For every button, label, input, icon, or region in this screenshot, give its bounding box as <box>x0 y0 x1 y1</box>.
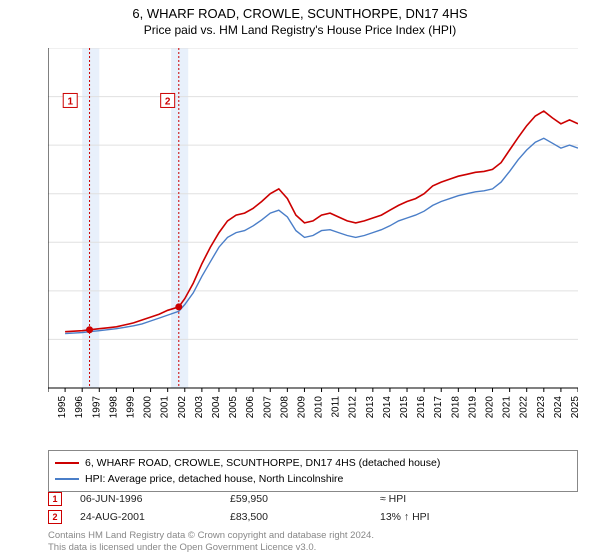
svg-text:2018: 2018 <box>450 396 461 418</box>
sale-delta: ≈ HPI <box>380 493 530 505</box>
svg-text:2007: 2007 <box>262 396 273 418</box>
title-address: 6, WHARF ROAD, CROWLE, SCUNTHORPE, DN17 … <box>0 6 600 21</box>
svg-text:2025: 2025 <box>570 396 578 418</box>
chart-container: 6, WHARF ROAD, CROWLE, SCUNTHORPE, DN17 … <box>0 0 600 560</box>
svg-text:2016: 2016 <box>416 396 427 418</box>
svg-text:2017: 2017 <box>433 396 444 418</box>
svg-text:2001: 2001 <box>160 396 171 418</box>
sales-table: 1 06-JUN-1996 £59,950 ≈ HPI 2 24-AUG-200… <box>48 490 578 526</box>
chart-svg: £0£50K£100K£150K£200K£250K£300K£350K1994… <box>48 48 578 418</box>
legend-box: 6, WHARF ROAD, CROWLE, SCUNTHORPE, DN17 … <box>48 450 578 492</box>
svg-text:2008: 2008 <box>279 396 290 418</box>
svg-text:2022: 2022 <box>519 396 530 418</box>
svg-text:2024: 2024 <box>553 396 564 418</box>
svg-text:1: 1 <box>67 96 73 107</box>
sale-delta: 13% ↑ HPI <box>380 511 530 523</box>
svg-text:2019: 2019 <box>467 396 478 418</box>
sale-date: 24-AUG-2001 <box>80 511 230 523</box>
svg-text:1999: 1999 <box>125 396 136 418</box>
sale-marker-icon: 2 <box>48 510 62 524</box>
svg-text:1997: 1997 <box>91 396 102 418</box>
svg-text:2005: 2005 <box>228 396 239 418</box>
sale-price: £83,500 <box>230 511 380 523</box>
svg-text:1996: 1996 <box>74 396 85 418</box>
svg-text:1995: 1995 <box>57 396 68 418</box>
svg-text:2004: 2004 <box>211 396 222 418</box>
sale-marker-icon: 1 <box>48 492 62 506</box>
svg-text:2009: 2009 <box>296 396 307 418</box>
svg-text:1994: 1994 <box>48 396 51 418</box>
svg-text:2002: 2002 <box>177 396 188 418</box>
title-subtitle: Price paid vs. HM Land Registry's House … <box>0 23 600 37</box>
sale-price: £59,950 <box>230 493 380 505</box>
svg-text:2015: 2015 <box>399 396 410 418</box>
svg-text:2003: 2003 <box>194 396 205 418</box>
sales-row: 1 06-JUN-1996 £59,950 ≈ HPI <box>48 490 578 508</box>
svg-text:2014: 2014 <box>382 396 393 418</box>
footer-line1: Contains HM Land Registry data © Crown c… <box>48 530 578 542</box>
legend-row: HPI: Average price, detached house, Nort… <box>55 471 571 487</box>
svg-text:2000: 2000 <box>143 396 154 418</box>
footer-line2: This data is licensed under the Open Gov… <box>48 542 578 554</box>
svg-text:1998: 1998 <box>108 396 119 418</box>
legend-label-hpi: HPI: Average price, detached house, Nort… <box>85 473 343 485</box>
svg-text:2021: 2021 <box>502 396 513 418</box>
legend-label-subject: 6, WHARF ROAD, CROWLE, SCUNTHORPE, DN17 … <box>85 457 440 469</box>
legend-row: 6, WHARF ROAD, CROWLE, SCUNTHORPE, DN17 … <box>55 455 571 471</box>
footer: Contains HM Land Registry data © Crown c… <box>48 530 578 554</box>
sales-row: 2 24-AUG-2001 £83,500 13% ↑ HPI <box>48 508 578 526</box>
svg-text:2013: 2013 <box>365 396 376 418</box>
svg-text:2011: 2011 <box>331 396 342 418</box>
svg-text:2023: 2023 <box>536 396 547 418</box>
svg-text:2006: 2006 <box>245 396 256 418</box>
sale-date: 06-JUN-1996 <box>80 493 230 505</box>
legend-swatch-subject <box>55 462 79 464</box>
legend-swatch-hpi <box>55 478 79 480</box>
title-block: 6, WHARF ROAD, CROWLE, SCUNTHORPE, DN17 … <box>0 0 600 37</box>
svg-text:2020: 2020 <box>485 396 496 418</box>
svg-text:2: 2 <box>165 96 171 107</box>
svg-text:2010: 2010 <box>314 396 325 418</box>
svg-text:2012: 2012 <box>348 396 359 418</box>
chart-area: £0£50K£100K£150K£200K£250K£300K£350K1994… <box>48 48 578 418</box>
